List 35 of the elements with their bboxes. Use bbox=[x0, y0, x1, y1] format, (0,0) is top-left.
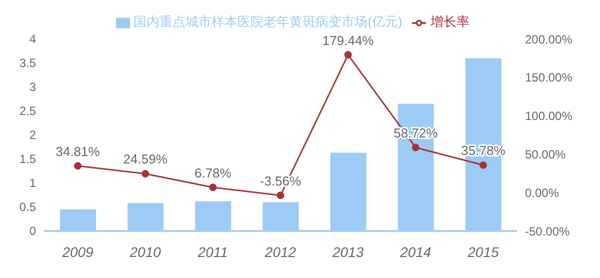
point bbox=[209, 184, 217, 192]
y2-tick-label: 100.00% bbox=[525, 109, 573, 124]
y-tick-label: 1 bbox=[29, 176, 36, 190]
data-label: 34.81% bbox=[56, 144, 100, 159]
y2-tick-label: -50.00% bbox=[525, 224, 570, 238]
y-tick-label: 1.5 bbox=[19, 152, 36, 166]
x-tick-label: 2012 bbox=[264, 244, 296, 260]
y-tick-label: 0.5 bbox=[19, 200, 36, 214]
y2-tick-label: 0.00% bbox=[525, 186, 560, 200]
legend-label: 国内重点城市样本医院老年黄斑病变市场(亿元) bbox=[134, 14, 402, 29]
data-label: 6.78% bbox=[194, 165, 232, 180]
x-tick-label: 2014 bbox=[399, 244, 432, 260]
data-label: 24.59% bbox=[123, 152, 168, 167]
x-tick-label: 2015 bbox=[466, 244, 499, 260]
y2-tick-label: 200.00% bbox=[525, 32, 573, 46]
point bbox=[74, 162, 82, 170]
y-tick-label: 3 bbox=[29, 80, 36, 94]
point bbox=[344, 51, 352, 59]
y2-tick-label: 150.00% bbox=[525, 70, 573, 85]
y2-tick-label: 50.00% bbox=[525, 147, 566, 162]
y-tick-label: 0 bbox=[29, 224, 36, 238]
legend-label: 增长率 bbox=[430, 14, 470, 29]
x-tick-label: 2013 bbox=[331, 244, 364, 260]
x-tick-label: 2010 bbox=[128, 244, 162, 260]
y-tick-label: 3.5 bbox=[19, 56, 36, 70]
point bbox=[276, 192, 284, 200]
point bbox=[412, 144, 420, 152]
point bbox=[142, 170, 150, 178]
point bbox=[479, 161, 487, 169]
y-tick-label: 2 bbox=[29, 128, 36, 142]
y-tick-label: 2.5 bbox=[19, 104, 36, 118]
y-tick-label: 4 bbox=[29, 32, 36, 46]
data-label: 179.44% bbox=[322, 32, 374, 48]
x-tick-label: 2011 bbox=[196, 244, 228, 260]
x-tick-label: 2009 bbox=[61, 244, 94, 260]
